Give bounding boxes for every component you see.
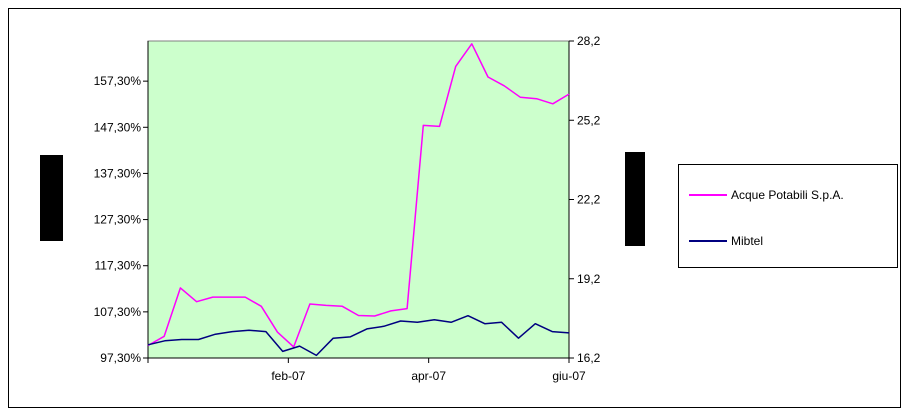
left-tick-label: 137,30% bbox=[94, 166, 142, 180]
left-y-axis: 97,30% 107,30% 117,30% 127,30% 137,30% 147,30… bbox=[94, 41, 149, 365]
left-tick-label: 117,30% bbox=[95, 259, 142, 273]
legend-item-mibtel: Mibtel bbox=[689, 233, 763, 249]
right-tick-label: 22,2 bbox=[577, 193, 601, 207]
left-axis-title-block bbox=[40, 155, 63, 241]
left-tick-label: 147,30% bbox=[94, 120, 142, 134]
left-tick-label: 97,30% bbox=[100, 351, 141, 365]
right-y-axis: 16,2 19,2 22,2 25,2 28,2 bbox=[568, 34, 601, 365]
right-tick-label: 19,2 bbox=[577, 272, 601, 286]
x-tick-label: apr-07 bbox=[411, 369, 446, 383]
legend-item-acque-potabili: Acque Potabili S.p.A. bbox=[689, 187, 844, 203]
plot-background bbox=[147, 40, 570, 359]
series-line-acque-potabili-s-p-a bbox=[147, 43, 570, 348]
series-layer bbox=[147, 43, 570, 357]
left-tick-label: 157,30% bbox=[94, 74, 142, 88]
legend-swatch-mibtel bbox=[689, 240, 727, 242]
right-tick-label: 28,2 bbox=[577, 34, 601, 48]
right-axis-title-block bbox=[625, 152, 645, 246]
left-tick-label: 127,30% bbox=[94, 213, 142, 227]
x-tick-label: feb-07 bbox=[271, 369, 305, 383]
legend-swatch-acque-potabili bbox=[689, 194, 727, 196]
chart-frame bbox=[8, 8, 901, 408]
left-tick-label: 107,30% bbox=[94, 305, 142, 319]
legend-label-mibtel: Mibtel bbox=[731, 234, 764, 248]
right-tick-label: 25,2 bbox=[577, 113, 601, 127]
x-axis: feb-07 apr-07 giu-07 bbox=[147, 357, 586, 383]
legend-label-acque-potabili: Acque Potabili S.p.A. bbox=[731, 188, 844, 202]
right-tick-label: 16,2 bbox=[577, 351, 601, 365]
series-line-mibtel bbox=[147, 314, 570, 357]
legend: Acque Potabili S.p.A. Mibtel bbox=[678, 164, 898, 268]
x-tick-label: giu-07 bbox=[552, 369, 586, 383]
